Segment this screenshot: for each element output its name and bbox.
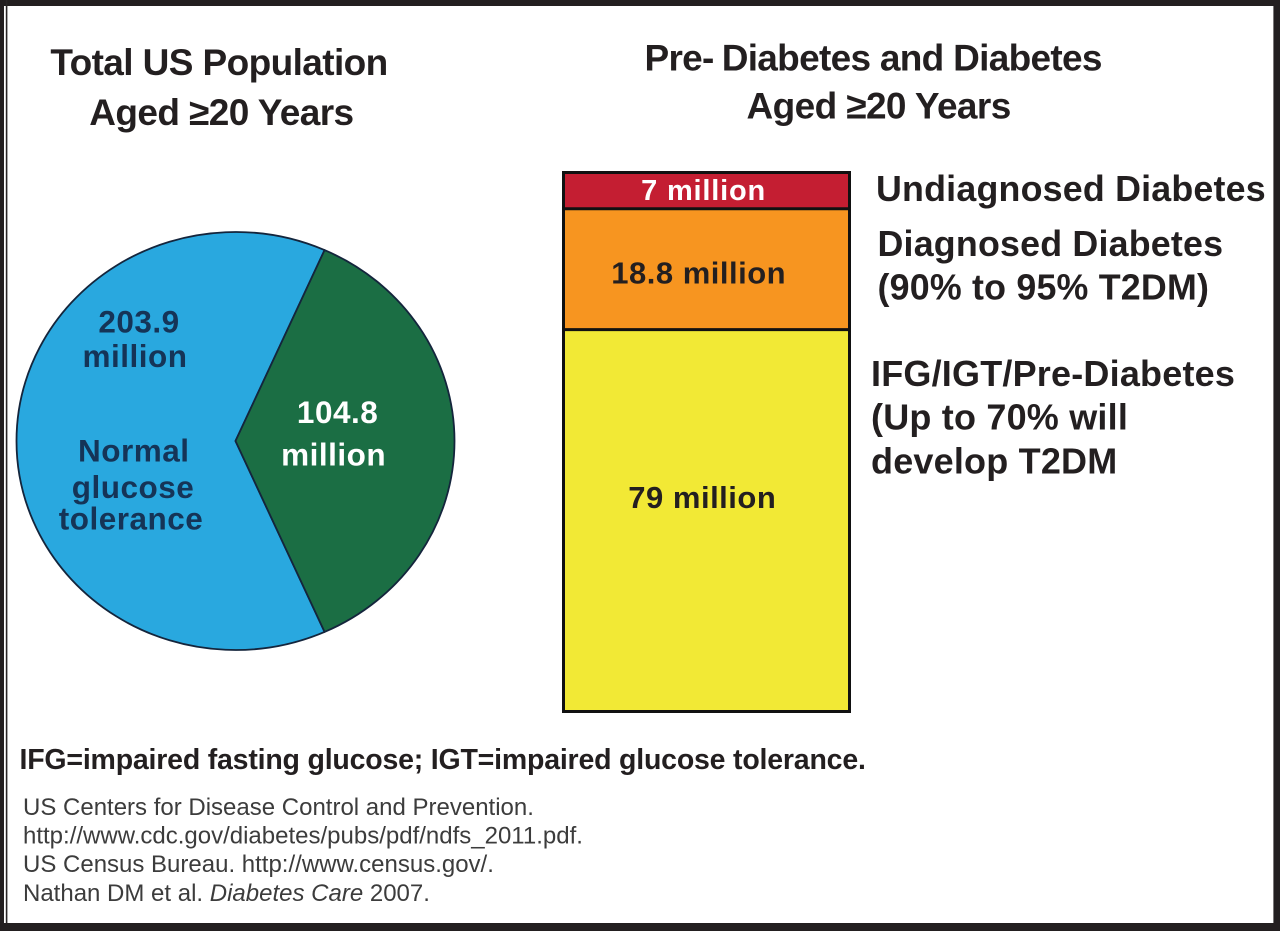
svg-text:US Census Bureau. http://www.c: US Census Bureau. http://www.census.gov/… bbox=[23, 851, 494, 878]
svg-text:Normal: Normal bbox=[78, 432, 190, 468]
svg-text:104.8: 104.8 bbox=[297, 394, 378, 430]
svg-text:http://www.cdc.gov/diabetes/pu: http://www.cdc.gov/diabetes/pubs/pdf/ndf… bbox=[23, 823, 583, 850]
svg-text:US Centers for Disease Control: US Centers for Disease Control and Preve… bbox=[23, 794, 534, 821]
svg-text:Total US Population: Total US Population bbox=[50, 42, 387, 83]
svg-text:Aged ≥20 Years: Aged ≥20 Years bbox=[89, 92, 353, 133]
svg-text:(90% to 95% T2DM): (90% to 95% T2DM) bbox=[878, 268, 1210, 308]
svg-text:Aged ≥20 Years: Aged ≥20 Years bbox=[746, 85, 1010, 126]
svg-text:Nathan DM et al. Diabetes Care: Nathan DM et al. Diabetes Care 2007. bbox=[23, 880, 430, 907]
svg-text:glucose: glucose bbox=[72, 469, 195, 505]
svg-text:develop T2DM: develop T2DM bbox=[871, 440, 1117, 481]
svg-text:(Up to 70% will: (Up to 70% will bbox=[871, 397, 1128, 438]
svg-text:203.9: 203.9 bbox=[98, 304, 179, 340]
svg-text:Diagnosed Diabetes: Diagnosed Diabetes bbox=[878, 224, 1224, 264]
svg-text:18.8 million: 18.8 million bbox=[611, 255, 786, 290]
svg-text:Pre-Diabetes and Diabetes: Pre- Diabetes and Diabetes bbox=[645, 37, 1102, 78]
svg-text:IFG=impaired fasting glucose;: IFG=impaired fasting glucose; IGT=impair… bbox=[20, 744, 866, 776]
svg-text:tolerance: tolerance bbox=[59, 500, 204, 536]
svg-text:79 million: 79 million bbox=[628, 480, 776, 515]
svg-text:7 million: 7 million bbox=[641, 175, 766, 207]
svg-text:IFG/IGT/Pre-Diabetes: IFG/IGT/Pre-Diabetes bbox=[871, 353, 1235, 394]
svg-text:million: million bbox=[83, 338, 188, 374]
svg-text:Undiagnosed Diabetes: Undiagnosed Diabetes bbox=[876, 169, 1266, 209]
svg-text:million: million bbox=[281, 436, 386, 472]
